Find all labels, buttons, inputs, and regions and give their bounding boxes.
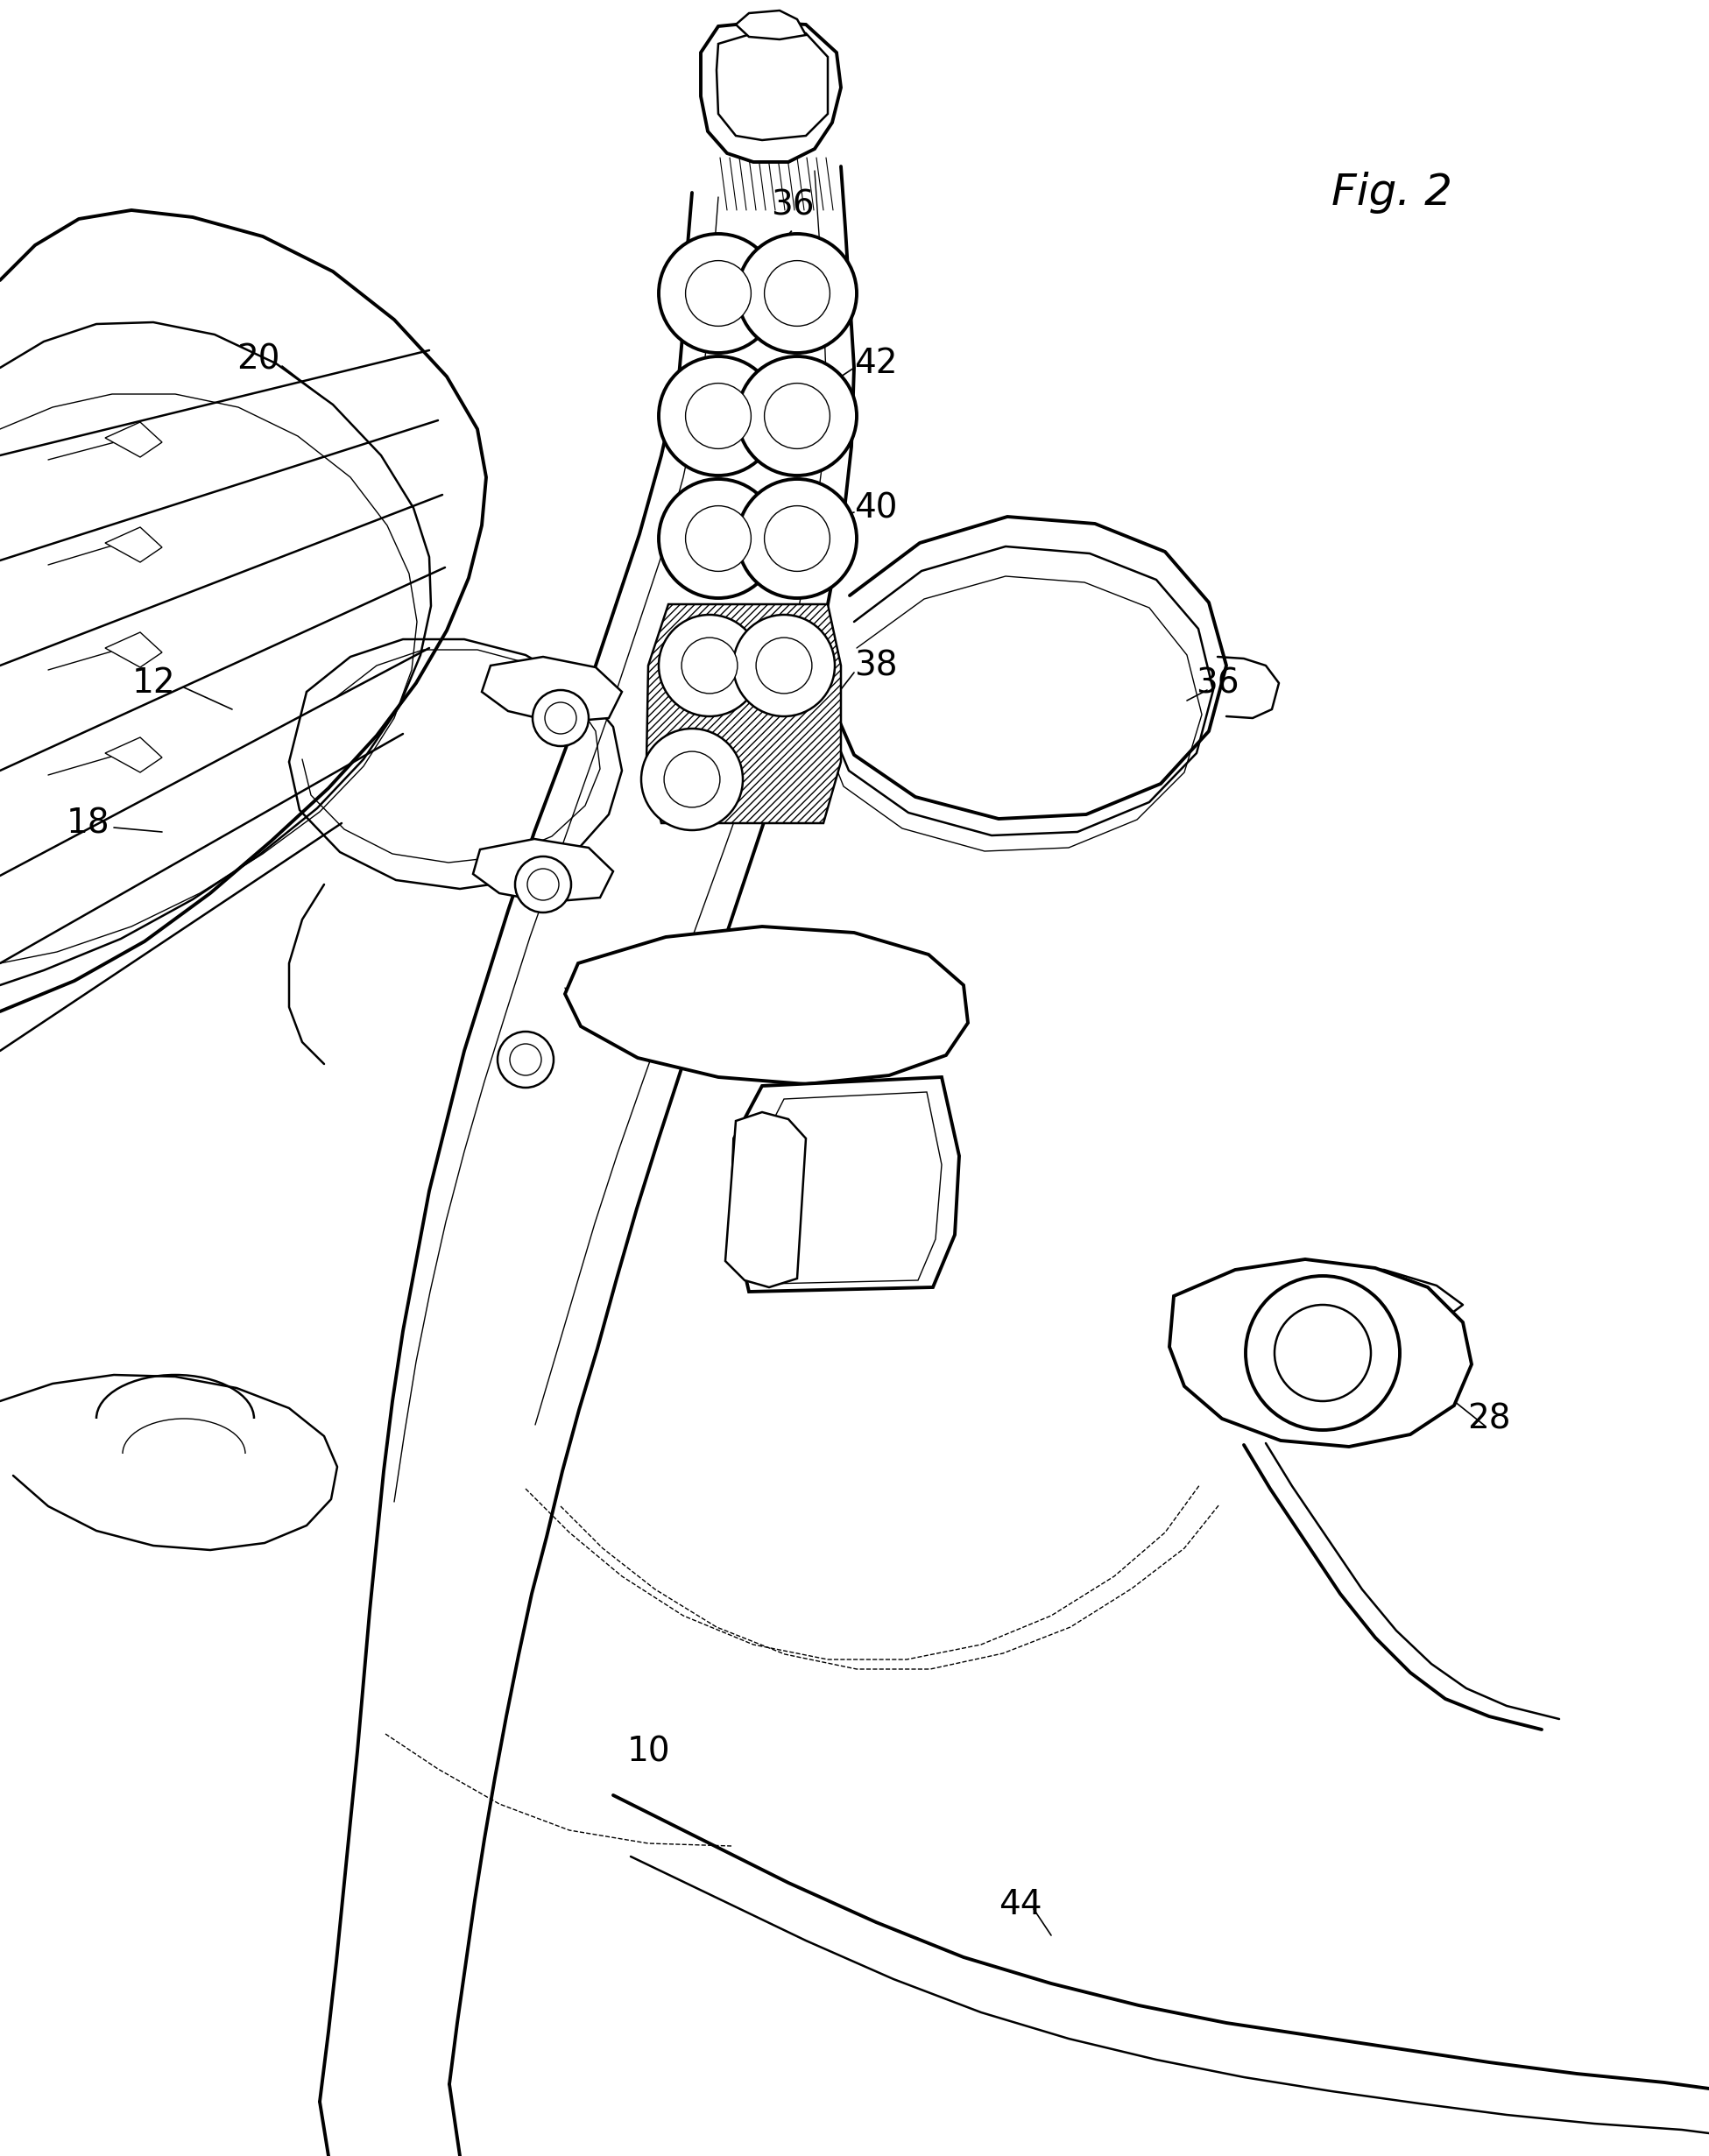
- Circle shape: [755, 638, 812, 694]
- Circle shape: [658, 614, 761, 716]
- Circle shape: [682, 638, 738, 694]
- Circle shape: [685, 261, 750, 326]
- Text: 20: 20: [238, 343, 280, 375]
- Circle shape: [1246, 1276, 1400, 1429]
- Polygon shape: [646, 604, 841, 824]
- Text: 36: 36: [1196, 666, 1239, 701]
- Polygon shape: [731, 1078, 959, 1291]
- Polygon shape: [482, 658, 622, 722]
- Circle shape: [509, 1044, 542, 1076]
- Text: Fig. 2: Fig. 2: [1331, 172, 1453, 213]
- Circle shape: [528, 869, 559, 901]
- Circle shape: [733, 614, 834, 716]
- Circle shape: [764, 384, 831, 448]
- Polygon shape: [106, 423, 162, 457]
- Text: 12: 12: [132, 666, 174, 701]
- Circle shape: [685, 507, 750, 571]
- Circle shape: [685, 384, 750, 448]
- Polygon shape: [701, 22, 841, 162]
- Polygon shape: [737, 11, 807, 39]
- Circle shape: [641, 729, 743, 830]
- Polygon shape: [106, 528, 162, 563]
- Polygon shape: [752, 1091, 942, 1283]
- Circle shape: [764, 507, 831, 571]
- Circle shape: [533, 690, 588, 746]
- Text: 36: 36: [771, 190, 815, 222]
- Text: 38: 38: [854, 649, 897, 681]
- Circle shape: [658, 479, 778, 597]
- Circle shape: [764, 261, 831, 326]
- Polygon shape: [716, 30, 827, 140]
- Circle shape: [738, 479, 856, 597]
- Polygon shape: [566, 927, 967, 1084]
- Circle shape: [738, 233, 856, 354]
- Circle shape: [665, 752, 719, 806]
- Text: 18: 18: [67, 806, 109, 841]
- Polygon shape: [1169, 1259, 1471, 1447]
- Polygon shape: [106, 632, 162, 668]
- Polygon shape: [473, 839, 614, 901]
- Polygon shape: [106, 737, 162, 772]
- Polygon shape: [725, 1112, 807, 1287]
- Text: 40: 40: [854, 492, 897, 524]
- Text: 44: 44: [998, 1889, 1042, 1921]
- Text: 28: 28: [1468, 1401, 1511, 1436]
- Circle shape: [658, 356, 778, 476]
- Circle shape: [658, 233, 778, 354]
- Circle shape: [738, 356, 856, 476]
- Circle shape: [545, 703, 576, 733]
- Circle shape: [514, 856, 571, 912]
- Text: 10: 10: [627, 1736, 670, 1768]
- Circle shape: [497, 1031, 554, 1087]
- Text: 42: 42: [854, 347, 897, 379]
- Circle shape: [1275, 1304, 1371, 1401]
